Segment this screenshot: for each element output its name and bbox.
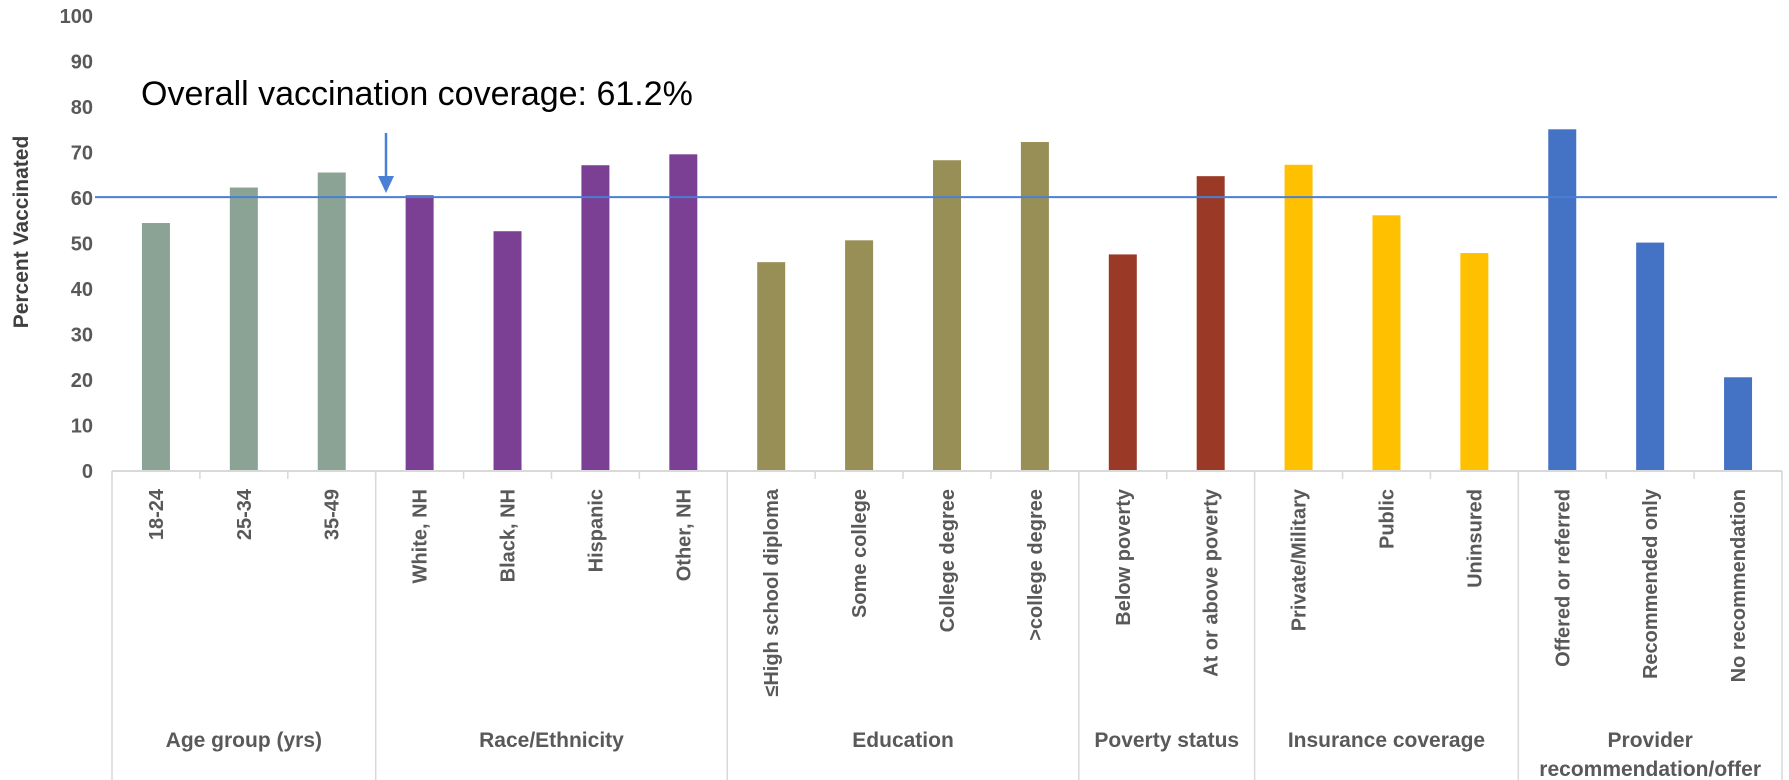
category-label: College degree	[937, 489, 959, 632]
category-label: Below poverty	[1113, 488, 1135, 626]
group-label: Poverty status	[1094, 729, 1239, 752]
y-tick-label: 10	[71, 416, 93, 438]
category-label: 25-34	[234, 488, 256, 540]
category-label: Recommended only	[1640, 488, 1662, 679]
category-label: 18-24	[146, 488, 168, 540]
bar	[317, 172, 346, 471]
bar	[1284, 164, 1313, 471]
annotation-arrow	[378, 133, 394, 193]
bar	[669, 154, 698, 471]
bar	[1724, 377, 1753, 471]
group-label: Provider	[1608, 729, 1693, 752]
y-tick-label: 80	[71, 97, 93, 119]
axes	[111, 470, 1783, 780]
bars	[141, 129, 1753, 472]
group-labels: Age group (yrs) Race/Ethnicity Education Po…	[166, 729, 1761, 780]
overall-coverage-annotation: Overall vaccination coverage: 61.2%	[141, 75, 693, 113]
y-tick-label: 100	[60, 6, 93, 28]
bar	[1020, 142, 1049, 471]
bar	[933, 160, 961, 472]
arrow-head	[378, 176, 394, 193]
group-label: recommendation/offer	[1539, 758, 1761, 780]
bar	[1196, 176, 1225, 471]
category-label: At or above poverty	[1201, 488, 1223, 677]
category-label: Public	[1376, 489, 1398, 549]
group-label: Education	[852, 729, 954, 752]
category-label: No recommendation	[1728, 489, 1750, 682]
bar	[1548, 129, 1577, 472]
category-label: Uninsured	[1464, 489, 1486, 588]
bar	[1460, 253, 1489, 471]
category-label: Some college	[849, 489, 871, 618]
y-tick-label: 20	[71, 370, 93, 392]
bar	[581, 165, 610, 472]
bar	[229, 187, 258, 471]
bar	[493, 231, 522, 471]
y-tick-label: 0	[82, 461, 93, 483]
bar	[845, 240, 874, 471]
y-tick-label: 60	[71, 188, 93, 210]
y-tick-label: 70	[71, 143, 93, 165]
category-label: ≤High school diploma	[761, 488, 783, 697]
y-tick-label: 90	[71, 52, 93, 74]
category-label: Private/Military	[1289, 488, 1311, 631]
y-tick-label: 50	[71, 234, 93, 256]
category-label: Offered or referred	[1552, 489, 1574, 667]
bar	[1108, 254, 1137, 471]
y-tick-labels: 0 10 20 30 40 50 60 70 80 90 100	[60, 6, 93, 483]
bar	[1372, 215, 1401, 471]
y-axis-label: Percent Vaccinated	[10, 136, 33, 329]
category-label: White, NH	[410, 489, 432, 583]
y-tick-label: 40	[71, 279, 93, 301]
group-label: Insurance coverage	[1288, 729, 1485, 752]
category-label: >college degree	[1025, 489, 1047, 641]
y-tick-label: 30	[71, 325, 93, 347]
category-label: Hispanic	[585, 489, 607, 572]
bar	[757, 262, 786, 471]
bar	[405, 195, 434, 471]
group-label: Age group (yrs)	[166, 729, 322, 752]
category-label: 35-49	[322, 489, 344, 540]
group-label: Race/Ethnicity	[479, 729, 624, 752]
category-label: Black, NH	[498, 489, 520, 582]
bar	[1636, 242, 1665, 471]
category-label: Other, NH	[673, 489, 695, 581]
category-labels: 18-24 25-34 35-49 White, NH Black, NH Hispani…	[146, 488, 1750, 697]
bar	[141, 223, 170, 471]
